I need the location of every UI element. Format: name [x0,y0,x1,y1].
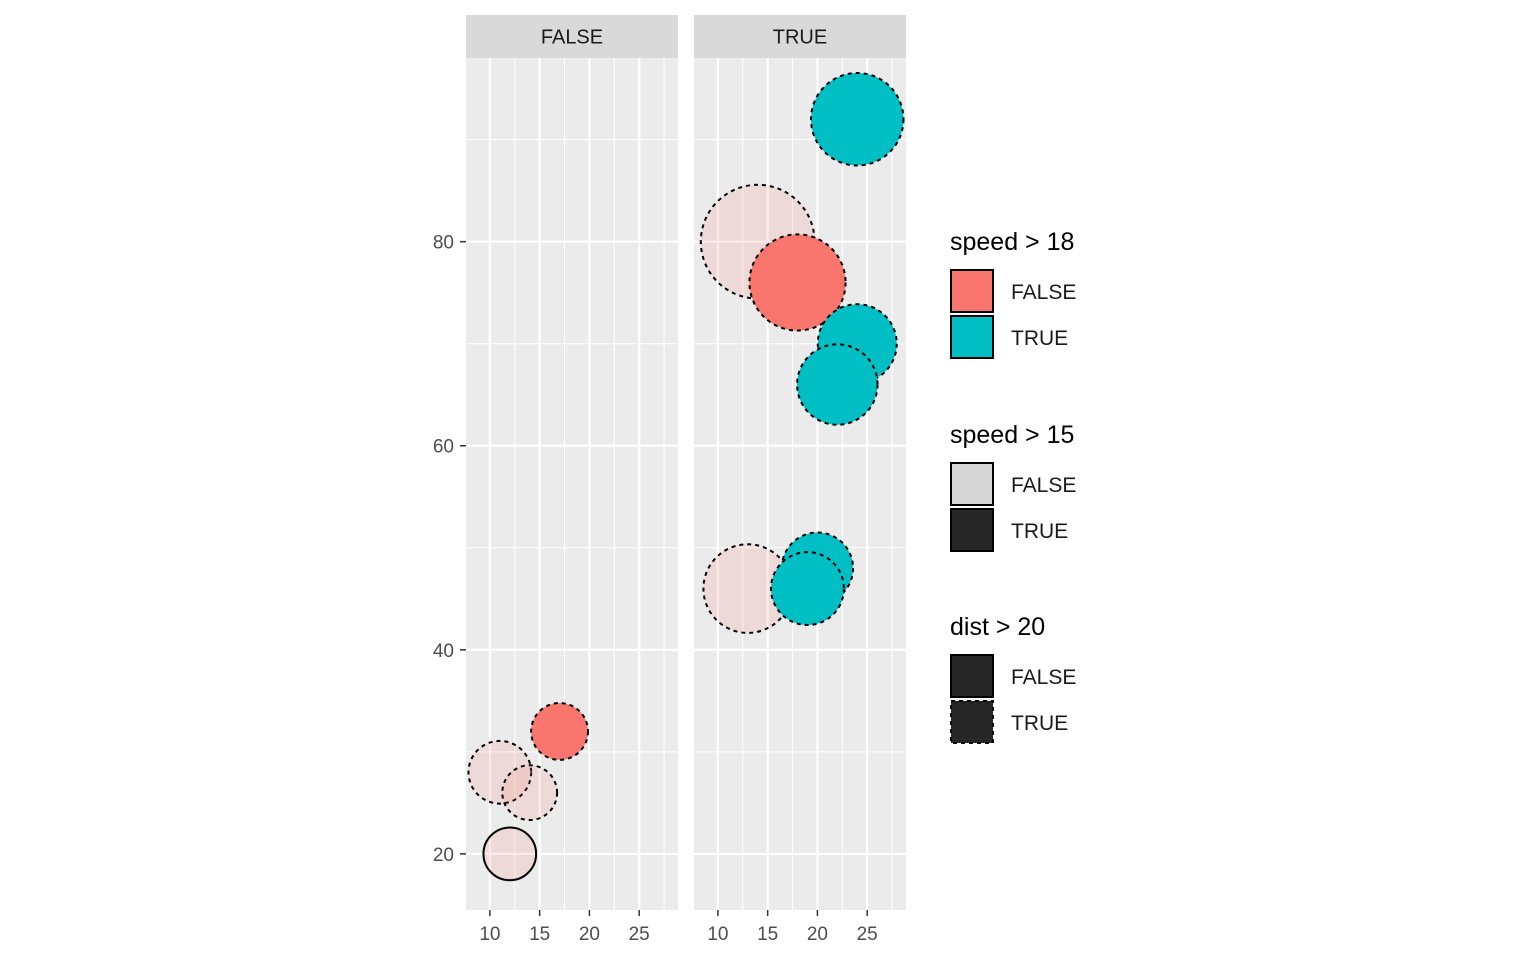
legend-key [950,700,994,744]
data-point [796,343,879,426]
y-axis-tick-label: 40 [433,641,454,662]
y-axis-tick-label: 60 [433,437,454,458]
x-axis-tick-label: 25 [857,924,878,945]
legend-key [950,315,994,359]
legend-key [950,462,994,506]
data-point [482,826,538,882]
x-axis-tick-label: 15 [529,924,550,945]
data-point [467,739,533,805]
legend-label: FALSE [1011,474,1076,497]
panel-background [466,58,678,910]
y-axis-tick-label: 80 [433,233,454,254]
x-axis-tick-label: 20 [807,924,828,945]
facet-strip-label: TRUE [773,27,827,49]
x-axis-tick-label: 20 [579,924,600,945]
legend-label: TRUE [1011,712,1068,735]
legend-title: speed > 18 [950,228,1074,256]
legend-title: speed > 15 [950,421,1074,449]
legend-label: TRUE [1011,520,1068,543]
panel-background [694,58,906,910]
data-point [770,551,845,627]
y-axis-tick-label: 20 [433,845,454,866]
legend-label: FALSE [1011,666,1076,689]
legend-title: dist > 20 [950,613,1045,641]
legend-label: FALSE [1011,281,1076,304]
x-axis-tick-label: 15 [757,924,778,945]
facet-strip [694,15,906,58]
data-point [501,764,559,822]
legend-label: TRUE [1011,327,1068,350]
x-axis-tick-label: 10 [707,924,728,945]
legend-key [950,269,994,313]
legend-key [950,508,994,552]
data-point [530,702,589,761]
legend-key [950,654,994,698]
data-point [748,233,847,332]
x-axis-tick-label: 25 [629,924,650,945]
x-axis-tick-label: 10 [479,924,500,945]
facet-strip-label: FALSE [541,27,603,49]
facet-strip [466,15,678,58]
data-point [810,71,905,167]
